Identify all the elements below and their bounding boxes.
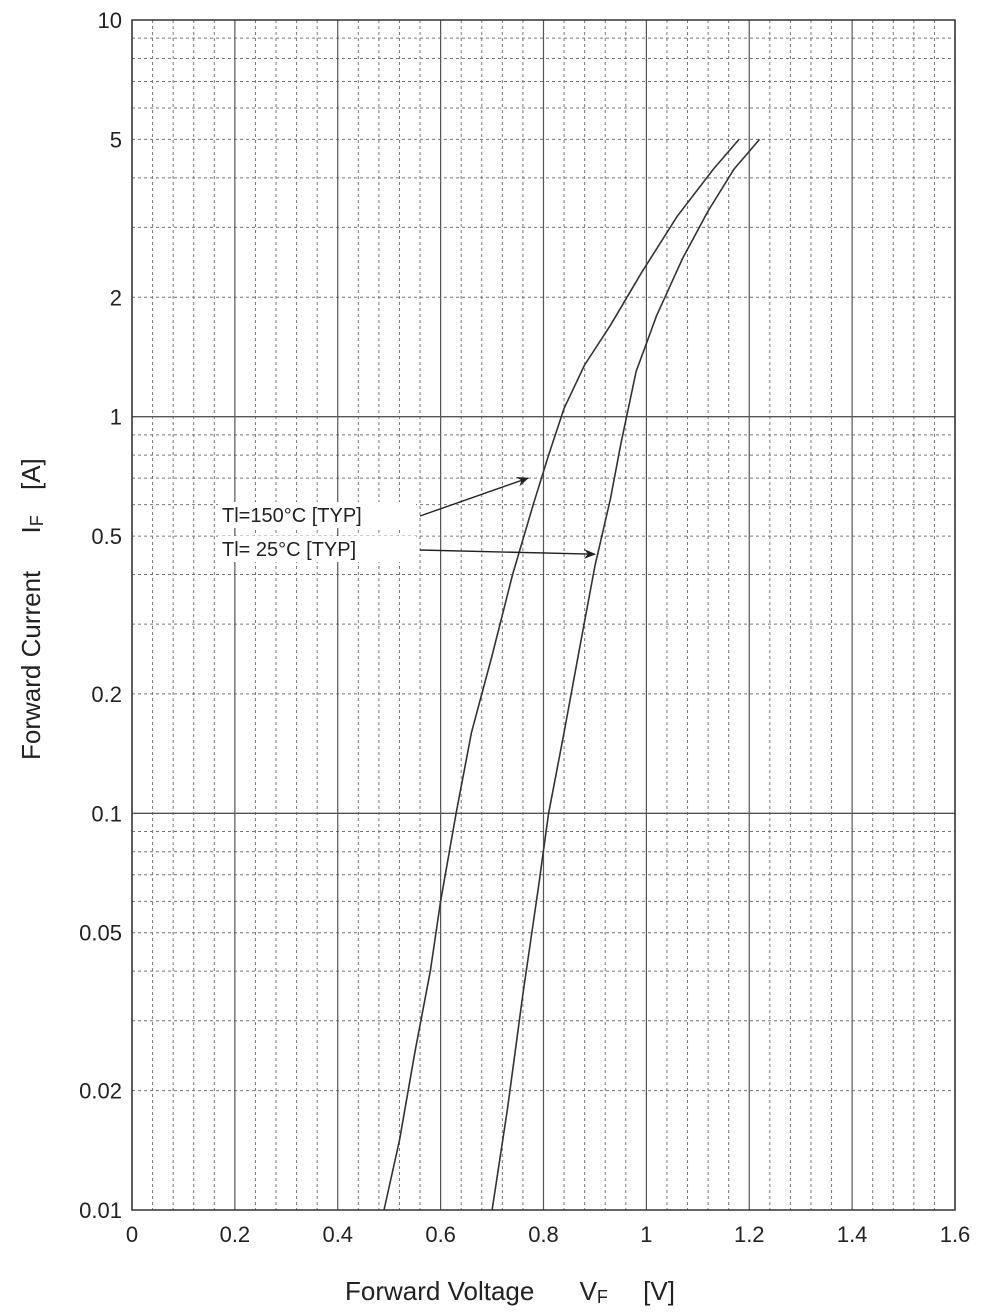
annotation-arrow (419, 477, 530, 517)
y-tick-label: 2 (110, 285, 122, 310)
y-tick-label: 1 (110, 405, 122, 430)
x-tick-label: 0.4 (322, 1222, 353, 1247)
y-tick-labels: 0.01 0.02 0.05 0.1 0.2 0.5 1 2 5 10 (79, 8, 122, 1223)
y-tick-label: 0.5 (91, 524, 122, 549)
x-tick-label: 0.6 (425, 1222, 456, 1247)
x-tick-label: 0 (126, 1222, 138, 1247)
y-axis-label: Forward Current (16, 570, 46, 760)
annotation-layer: Tl=150°C [TYP] Tl= 25°C [TYP] (218, 477, 596, 562)
x-tick-label: 1 (640, 1222, 652, 1247)
series-layer (383, 138, 761, 1211)
series-line-25c (491, 138, 761, 1211)
x-tick-labels: 0 0.2 0.4 0.6 0.8 1 1.2 1.4 1.6 (126, 1222, 970, 1247)
x-axis-symbol: V (580, 1276, 598, 1306)
x-axis-label: Forward Voltage (345, 1276, 534, 1306)
series-line-150c (383, 138, 740, 1211)
x-tick-label: 1.6 (940, 1222, 971, 1247)
x-axis-title: Forward Voltage VF [V] (345, 1276, 675, 1309)
y-tick-label: 0.05 (79, 921, 122, 946)
annotation-label-bg (218, 502, 416, 528)
x-tick-label: 0.8 (528, 1222, 559, 1247)
minor-grid (132, 20, 955, 1210)
y-tick-label: 0.01 (79, 1198, 122, 1223)
annotation-label: Tl= 25°C [TYP] (222, 539, 356, 561)
x-tick-label: 0.2 (220, 1222, 251, 1247)
y-tick-label: 0.1 (91, 801, 122, 826)
x-tick-label: 1.4 (837, 1222, 868, 1247)
annotation-arrow (419, 548, 596, 559)
annotation-label-bg (218, 536, 416, 562)
y-axis-title: Forward Current IF [A] (16, 458, 49, 760)
y-axis-symbol-sub: F (27, 515, 47, 526)
y-tick-label: 0.02 (79, 1079, 122, 1104)
y-axis-symbol: I (16, 526, 46, 533)
y-tick-label: 10 (98, 8, 122, 33)
y-axis-unit: [A] (16, 458, 46, 490)
plot-frame (131, 19, 956, 1211)
annotation-label: Tl=150°C [TYP] (222, 505, 362, 527)
x-tick-label: 1.2 (734, 1222, 765, 1247)
x-axis-symbol-sub: F (597, 1287, 608, 1307)
y-tick-label: 0.2 (91, 682, 122, 707)
x-axis-unit: [V] (643, 1276, 675, 1306)
y-tick-label: 5 (110, 127, 122, 152)
